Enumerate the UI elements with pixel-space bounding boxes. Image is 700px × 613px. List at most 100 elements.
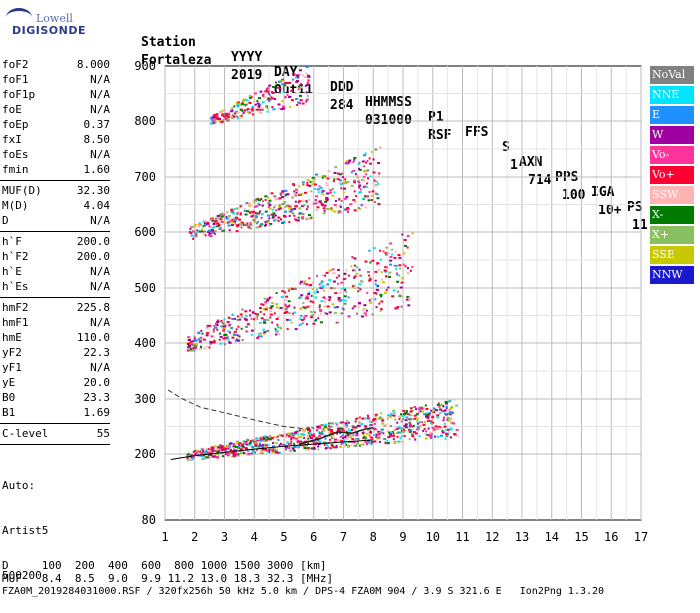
echo-point [380,428,384,431]
echo-point [345,269,348,272]
echo-point [386,416,389,419]
echo-point [223,326,227,329]
echo-point [267,97,270,100]
echo-point [364,206,367,209]
echo-point [345,443,348,446]
echo-point [275,306,279,309]
echo-point [259,439,263,442]
echo-point [336,282,339,285]
echo-point [393,428,396,431]
echo-point [230,224,234,227]
echo-point [377,430,381,433]
header-label: DAY [274,65,298,80]
echo-point [297,76,300,79]
echo-point [442,405,445,408]
echo-point [299,87,302,90]
echo-point [233,330,237,333]
echo-point [353,190,356,193]
echo-point [232,446,236,449]
echo-point [393,441,397,444]
echo-point [360,423,364,426]
legend-item-nne: NNE [650,86,694,104]
echo-point [393,256,397,259]
echo-point [275,218,278,221]
echo-point [413,417,417,420]
echo-point [363,185,366,188]
x-tick-label: 15 [574,530,588,544]
echo-point [262,303,265,306]
echo-point [431,415,434,418]
echo-point [261,444,264,447]
echo-point [341,172,344,175]
echo-point [320,190,324,193]
echo-point [340,288,343,291]
x-tick-label: 17 [634,530,648,544]
echo-point [220,446,224,449]
echo-point [218,121,222,124]
echo-point [271,442,274,445]
echo-point [250,215,254,218]
echo-point [325,207,329,210]
echo-point [323,300,326,303]
echo-point [275,329,279,332]
echo-point [319,432,323,435]
echo-point [344,162,347,165]
echo-point [293,287,296,290]
echo-point [186,455,189,458]
echo-point [295,191,298,194]
echo-point [210,335,214,338]
echo-point [361,160,365,163]
echo-point [251,439,255,442]
echo-point [356,312,359,315]
echo-point [255,448,258,451]
echo-point [259,451,263,454]
echo-point [209,453,213,456]
distance-scale-row: D 100 200 400 600 800 1000 1500 3000 [km… [2,559,327,572]
echo-point [245,103,248,106]
echo-point [455,434,459,437]
echo-point [376,433,379,436]
echo-point [287,300,291,303]
echo-point [384,266,387,269]
echo-point [352,434,355,437]
echo-point [323,209,326,212]
echo-point [256,216,259,219]
echo-point [371,194,375,197]
echo-point [239,205,242,208]
echo-point [268,204,272,207]
echo-point [293,445,297,448]
echo-point [213,449,216,452]
echo-point [380,431,383,434]
echo-point [300,217,304,220]
echo-point [210,229,213,232]
echo-point [351,285,354,288]
echo-point [389,256,393,259]
echo-point [354,264,357,267]
echo-point [362,429,365,432]
echo-point [277,205,281,208]
echo-point [283,443,286,446]
echo-point [196,229,199,232]
echo-point [397,440,400,443]
echo-point [373,422,376,425]
echo-point [306,205,309,208]
echo-point [319,186,323,189]
echo-point [197,338,201,341]
echo-point [226,113,230,116]
echo-point [212,455,216,458]
echo-point [230,108,234,111]
echo-point [358,268,361,271]
echo-point [243,317,246,320]
echo-point [231,107,234,110]
echo-point [425,430,428,433]
echo-point [334,199,337,202]
echo-point [231,115,234,118]
echo-point [267,205,270,208]
header-value: Fortaleza [141,53,212,68]
echo-point [339,445,343,448]
echo-point [268,207,272,210]
echo-point [257,104,260,107]
echo-point [369,301,373,304]
echo-point [299,99,303,102]
echo-point [400,429,403,432]
